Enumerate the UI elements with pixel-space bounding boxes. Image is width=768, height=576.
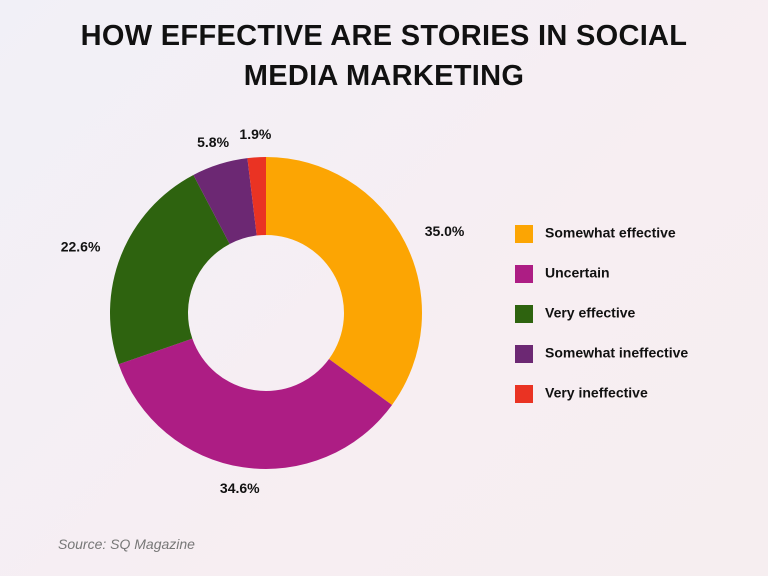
data-label: 22.6% xyxy=(61,238,101,254)
legend-label: Very effective xyxy=(545,305,635,321)
donut-slice xyxy=(118,338,393,470)
data-label: 34.6% xyxy=(220,480,260,496)
data-label: 35.0% xyxy=(425,223,465,239)
donut-slice xyxy=(247,157,266,236)
legend-label: Somewhat effective xyxy=(545,225,676,241)
legend-label: Very ineffective xyxy=(545,385,648,401)
legend-swatch xyxy=(515,265,533,283)
legend-swatch xyxy=(515,385,533,403)
legend-label: Somewhat ineffective xyxy=(545,345,688,361)
source-note: Source: SQ Magazine xyxy=(58,536,195,552)
donut-slice xyxy=(266,157,423,405)
donut-slice xyxy=(193,158,257,244)
data-label: 5.8% xyxy=(197,134,229,150)
donut-slice xyxy=(110,174,230,365)
legend-label: Uncertain xyxy=(545,265,610,281)
data-label: 1.9% xyxy=(239,126,271,142)
chart-title: HOW EFFECTIVE ARE STORIES IN SOCIAL MEDI… xyxy=(80,20,688,92)
legend-swatch xyxy=(515,345,533,363)
legend-swatch xyxy=(515,225,533,243)
legend-swatch xyxy=(515,305,533,323)
